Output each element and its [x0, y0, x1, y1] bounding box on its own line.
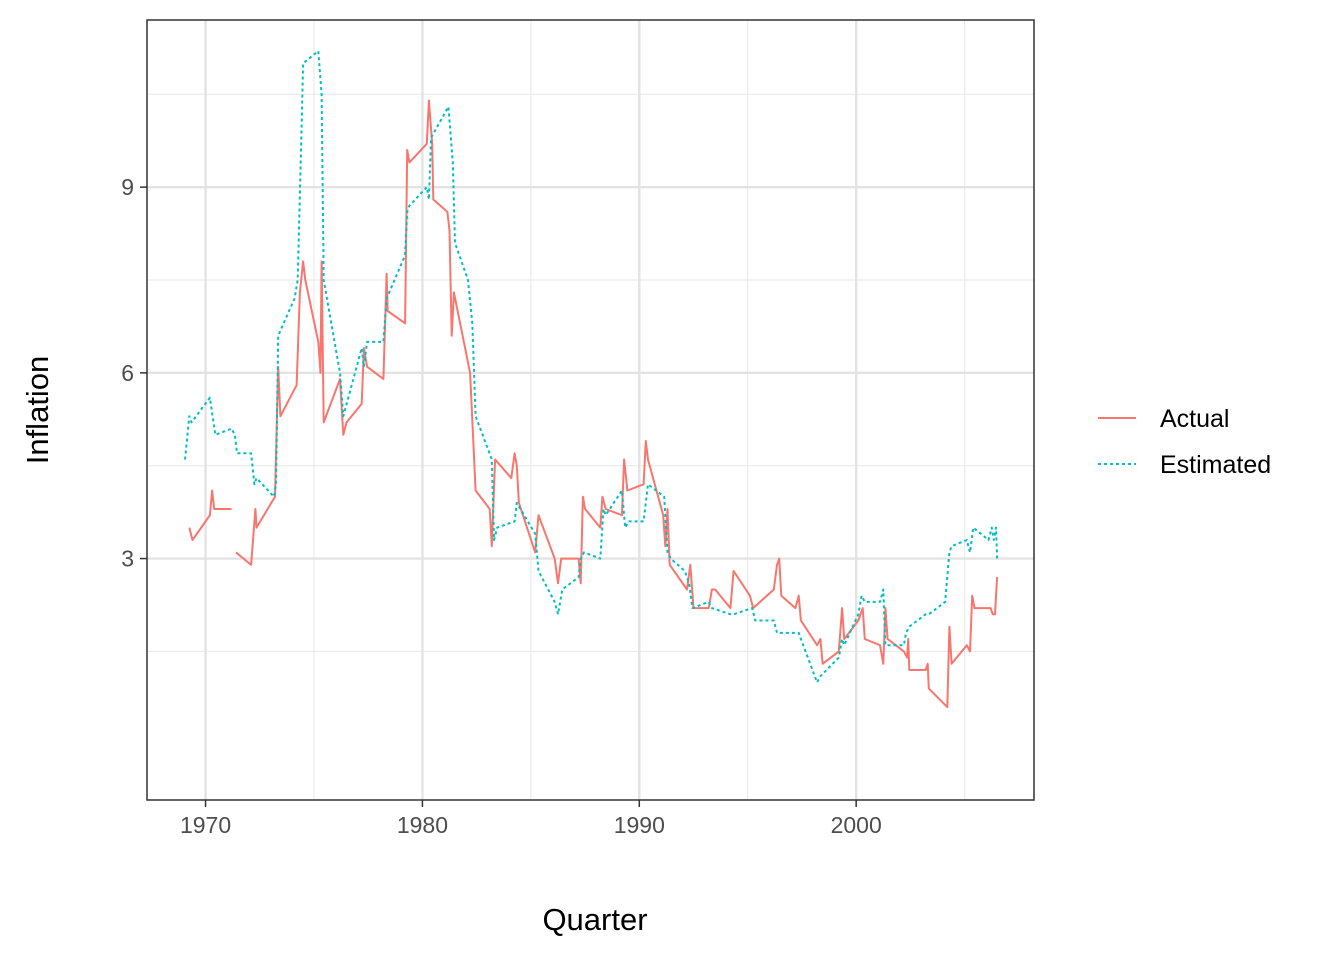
y-tick-label: 9	[121, 174, 134, 200]
y-tick-label: 3	[121, 546, 134, 572]
y-tick-label: 6	[121, 360, 134, 386]
x-tick-label: 1980	[397, 812, 448, 838]
y-axis-title: Inflation	[20, 356, 55, 465]
panel-border	[146, 19, 1035, 801]
legend-label-estimated: Estimated	[1160, 451, 1271, 479]
minor-gridlines	[147, 20, 1034, 800]
legend-label-actual: Actual	[1160, 405, 1229, 433]
series-line-actual	[188, 489, 232, 541]
x-axis-ticks: 1970 1980 1990 2000	[180, 800, 882, 838]
x-tick-label: 1990	[614, 812, 665, 838]
y-axis-ticks: 3 6 9	[121, 174, 147, 572]
major-gridlines	[147, 20, 1034, 800]
x-tick-label: 2000	[831, 812, 882, 838]
legend: Actual Estimated	[1098, 405, 1271, 479]
x-tick-label: 1970	[180, 812, 231, 838]
series-lines	[184, 50, 999, 709]
panel-background	[147, 20, 1034, 800]
x-axis-title: Quarter	[542, 902, 647, 937]
series-line-estimated	[184, 50, 999, 684]
